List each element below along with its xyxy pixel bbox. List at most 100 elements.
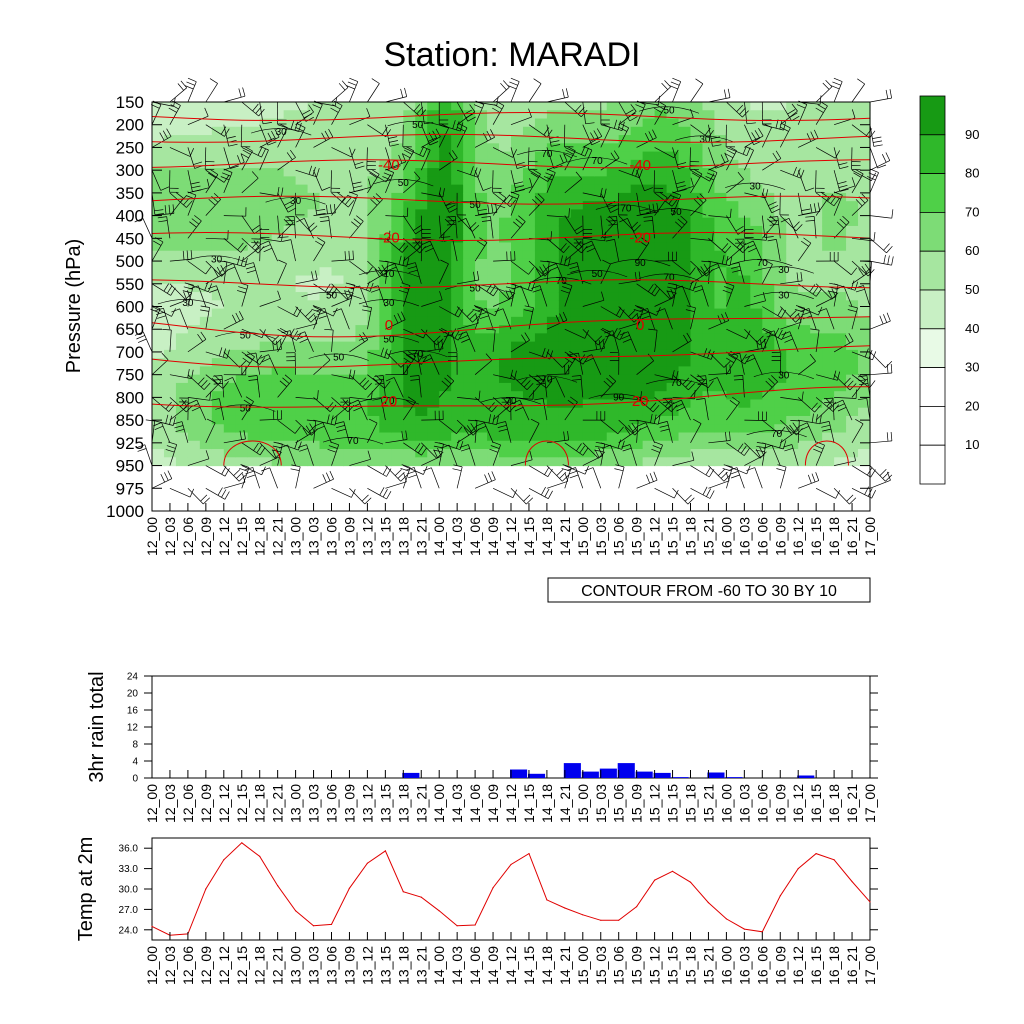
wind-barb-flag	[530, 172, 539, 178]
humidity-cell	[331, 325, 345, 334]
humidity-cell	[606, 184, 620, 194]
wind-barb-flag	[168, 107, 177, 113]
wind-barb-flag	[693, 418, 702, 424]
humidity-cell	[570, 349, 584, 359]
wind-barb	[259, 149, 269, 171]
wind-barb	[813, 216, 817, 239]
humidity-cell	[307, 258, 321, 268]
humidity-cell	[534, 415, 548, 425]
humidity-cell	[307, 267, 321, 277]
humidity-cell	[295, 432, 309, 442]
humidity-cell	[822, 225, 835, 235]
wind-barb	[241, 465, 262, 476]
wind-barb	[151, 241, 164, 262]
humidity-cell	[499, 110, 512, 120]
humidity-cell	[834, 449, 847, 458]
humidity-cell	[618, 316, 632, 326]
humidity-cell	[475, 424, 488, 434]
humidity-cell	[403, 333, 416, 343]
wind-barb-flag	[514, 406, 524, 412]
humidity-cell	[511, 168, 524, 177]
wind-barb	[742, 375, 745, 398]
humidity-cell	[223, 275, 237, 285]
humidity-cell	[810, 234, 823, 244]
humidity-cell	[271, 374, 285, 384]
humidity-cell	[762, 382, 775, 392]
temperature-contour-label: 0	[385, 317, 393, 334]
humidity-cell	[403, 440, 416, 450]
humidity-cell	[223, 424, 237, 434]
humidity-contour	[638, 106, 700, 114]
humidity-contour-label: 30	[276, 127, 288, 138]
humidity-cell	[259, 283, 273, 293]
humidity-cell	[582, 457, 596, 467]
humidity-cell	[678, 250, 692, 260]
wind-barb-flag	[397, 313, 402, 322]
humidity-cell	[319, 316, 333, 326]
wind-barb-flag	[169, 415, 173, 425]
humidity-cell	[283, 118, 297, 128]
pressure-tick-label: 400	[116, 207, 144, 226]
wind-barb	[142, 218, 153, 239]
humidity-cell	[427, 333, 440, 343]
wind-barb-flag	[247, 352, 257, 355]
humidity-cell	[499, 283, 512, 293]
wind-barb-flag	[325, 472, 331, 481]
wind-barb	[690, 271, 710, 285]
humidity-cell	[271, 209, 285, 219]
humidity-cell	[690, 415, 704, 425]
humidity-contour-label: 30	[383, 298, 395, 309]
humidity-cell	[211, 126, 225, 136]
humidity-cell	[546, 267, 560, 277]
humidity-cell	[403, 258, 416, 268]
wind-barb	[289, 330, 296, 352]
humidity-cell	[678, 135, 692, 144]
humidity-cell	[211, 283, 225, 293]
humidity-cell	[307, 374, 321, 384]
wind-barb-flag	[736, 104, 744, 112]
humidity-cell	[391, 399, 404, 409]
wind-barb-flag	[873, 232, 876, 242]
humidity-cell	[570, 118, 584, 128]
humidity-cell	[690, 217, 704, 227]
wind-barb	[492, 283, 509, 300]
wind-barb	[259, 215, 261, 238]
humidity-cell	[367, 267, 380, 277]
humidity-cell	[475, 349, 488, 359]
humidity-cell	[223, 242, 237, 252]
humidity-cell	[534, 126, 548, 136]
humidity-cell	[235, 126, 249, 136]
humidity-contour	[215, 404, 276, 412]
wind-barb	[151, 101, 174, 107]
humidity-cell	[199, 449, 213, 458]
humidity-cell	[403, 217, 416, 227]
humidity-cell	[499, 382, 512, 392]
humidity-cell	[343, 440, 357, 450]
humidity-cell	[546, 225, 560, 235]
humidity-cell	[379, 135, 392, 144]
humidity-cell	[570, 325, 584, 334]
wind-barb	[492, 192, 511, 207]
humidity-cell	[714, 366, 727, 376]
humidity-cell	[570, 391, 584, 401]
wind-barb-flag	[380, 347, 384, 357]
humidity-cell	[534, 424, 548, 434]
humidity-cell	[271, 242, 285, 252]
wind-barb-flag	[332, 104, 341, 110]
humidity-cell	[259, 424, 273, 434]
humidity-cell	[534, 168, 548, 177]
wind-barb-flag	[883, 314, 888, 323]
wind-barb	[268, 240, 278, 262]
humidity-cell	[511, 432, 524, 442]
humidity-cell	[750, 325, 763, 334]
humidity-cell	[786, 118, 799, 128]
wind-barb	[219, 398, 225, 421]
wind-barb	[380, 398, 386, 421]
wind-barb-flag	[524, 305, 534, 309]
humidity-cell	[427, 126, 440, 136]
humidity-cell	[702, 308, 716, 318]
humidity-cell	[199, 242, 213, 252]
humidity-cell	[618, 325, 632, 334]
humidity-cell	[199, 110, 213, 120]
wind-barb	[600, 124, 623, 131]
